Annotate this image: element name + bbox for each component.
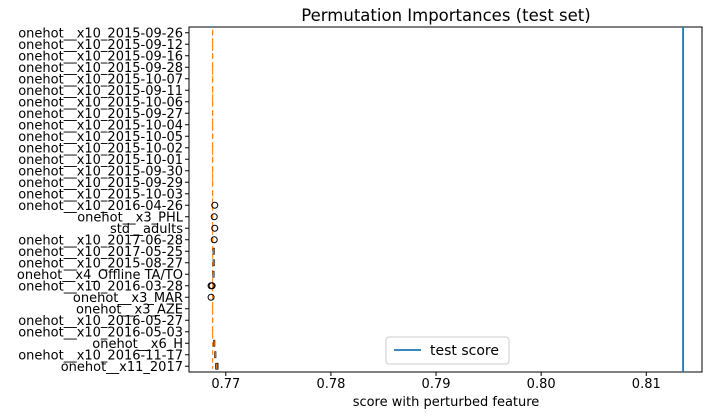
x-axis-label: score with perturbed feature <box>353 395 540 410</box>
x-tick-label: 0.78 <box>316 377 345 392</box>
box-17 <box>211 224 219 232</box>
y-tick-label: onehot__x10_2015-09-16 <box>18 49 183 64</box>
y-tick-label: onehot__x10_2015-10-06 <box>18 95 183 110</box>
chart-title: Permutation Importances (test set) <box>301 6 590 25</box>
x-axis: 0.77 0.78 0.79 0.80 0.81 <box>211 372 661 392</box>
flier-point <box>210 236 218 244</box>
y-tick-label: onehot__x10_2015-09-12 <box>18 38 183 53</box>
y-tick-label: onehot__x10_2016-04-26 <box>18 199 183 214</box>
legend: test score <box>385 336 510 365</box>
box-29 <box>215 362 219 370</box>
y-tick-label: onehot__x10_2015-09-11 <box>18 84 183 99</box>
flier-point <box>211 224 219 232</box>
y-tick-label: onehot__x6_H <box>92 337 183 352</box>
x-tick-label: 0.79 <box>422 377 451 392</box>
flier-point <box>208 282 216 290</box>
y-tick-label: onehot__x10_2016-11-17 <box>18 348 183 363</box>
y-tick-label: onehot__x10_2015-10-07 <box>18 72 183 87</box>
box-16 <box>210 213 218 221</box>
flier-point <box>207 293 215 301</box>
y-tick-label: onehot__x10_2017-05-25 <box>18 245 183 260</box>
y-tick-label: onehot__x10_2015-08-27 <box>18 256 183 271</box>
box-19 <box>212 247 215 255</box>
y-axis: onehot__x10_2015-09-26onehot__x10_2015-0… <box>17 26 189 375</box>
box-21 <box>212 270 215 278</box>
y-tick-label: onehot__x10_2017-06-28 <box>18 233 183 248</box>
y-tick-label: onehot__x10_2015-10-04 <box>18 118 183 133</box>
y-tick-label: onehot__x10_2016-03-28 <box>18 279 183 294</box>
x-tick-label: 0.81 <box>632 377 661 392</box>
legend-box <box>385 336 510 365</box>
y-tick-label: onehot__x3_MAR <box>73 291 183 306</box>
y-tick-label: onehot__x4_Offline TA/TO <box>17 268 183 283</box>
flier-point <box>211 201 219 209</box>
box-28 <box>214 351 217 359</box>
plot-area <box>188 26 703 373</box>
legend-label: test score <box>430 343 499 359</box>
y-tick-label: onehot__x10_2016-05-27 <box>18 314 183 329</box>
y-tick-label: onehot__x10_2015-10-05 <box>18 130 183 145</box>
box-27 <box>213 339 216 347</box>
y-tick-label: onehot__x10_2015-10-02 <box>18 141 183 156</box>
box-18 <box>210 236 218 244</box>
box-20 <box>212 259 215 267</box>
y-tick-label: onehot__x10_2015-09-28 <box>18 61 183 76</box>
box-15 <box>211 201 219 209</box>
box-22 <box>207 282 216 290</box>
x-tick-label: 0.80 <box>527 377 556 392</box>
y-tick-label: onehot__x10_2015-10-03 <box>18 187 183 202</box>
y-tick-label: onehot__x10_2015-10-01 <box>18 153 183 168</box>
y-tick-label: onehot__x3_AZE <box>76 302 183 317</box>
flier-point <box>210 213 218 221</box>
y-tick-label: onehot__x10_2016-05-03 <box>18 325 183 340</box>
y-tick-label: onehot__x10_2015-09-30 <box>18 164 183 179</box>
y-tick-label: onehot__x10_2015-09-29 <box>18 176 183 191</box>
y-tick-label: onehot__x3_PHL <box>77 210 184 225</box>
y-tick-label: onehot__x10_2015-09-27 <box>18 107 183 122</box>
y-tick-label: onehot__x10_2015-09-26 <box>18 26 183 41</box>
y-tick-label: std__adults <box>110 222 183 237</box>
y-tick-label: onehot__x11_2017 <box>61 360 183 375</box>
x-tick-label: 0.77 <box>211 377 240 392</box>
plot-frame <box>188 26 703 373</box>
box-23 <box>207 293 215 301</box>
